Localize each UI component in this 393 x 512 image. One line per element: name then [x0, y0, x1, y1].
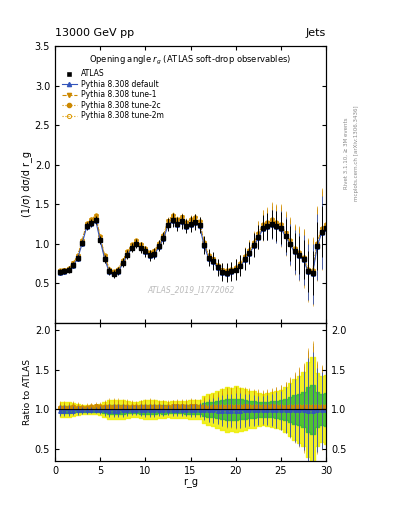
X-axis label: r_g: r_g — [183, 478, 198, 488]
Text: 13000 GeV pp: 13000 GeV pp — [55, 28, 134, 38]
Legend: ATLAS, Pythia 8.308 default, Pythia 8.308 tune-1, Pythia 8.308 tune-2c, Pythia 8: ATLAS, Pythia 8.308 default, Pythia 8.30… — [62, 69, 163, 120]
Y-axis label: (1/σ) dσ/d r_g: (1/σ) dσ/d r_g — [21, 152, 32, 217]
Text: Jets: Jets — [306, 28, 326, 38]
Text: Rivet 3.1.10, ≥ 3M events: Rivet 3.1.10, ≥ 3M events — [344, 118, 349, 189]
Y-axis label: Ratio to ATLAS: Ratio to ATLAS — [23, 359, 32, 424]
Text: ATLAS_2019_I1772062: ATLAS_2019_I1772062 — [147, 285, 234, 294]
Text: mcplots.cern.ch [arXiv:1306.3436]: mcplots.cern.ch [arXiv:1306.3436] — [354, 106, 359, 201]
Text: Opening angle $r_g$ (ATLAS soft-drop observables): Opening angle $r_g$ (ATLAS soft-drop obs… — [90, 54, 292, 68]
